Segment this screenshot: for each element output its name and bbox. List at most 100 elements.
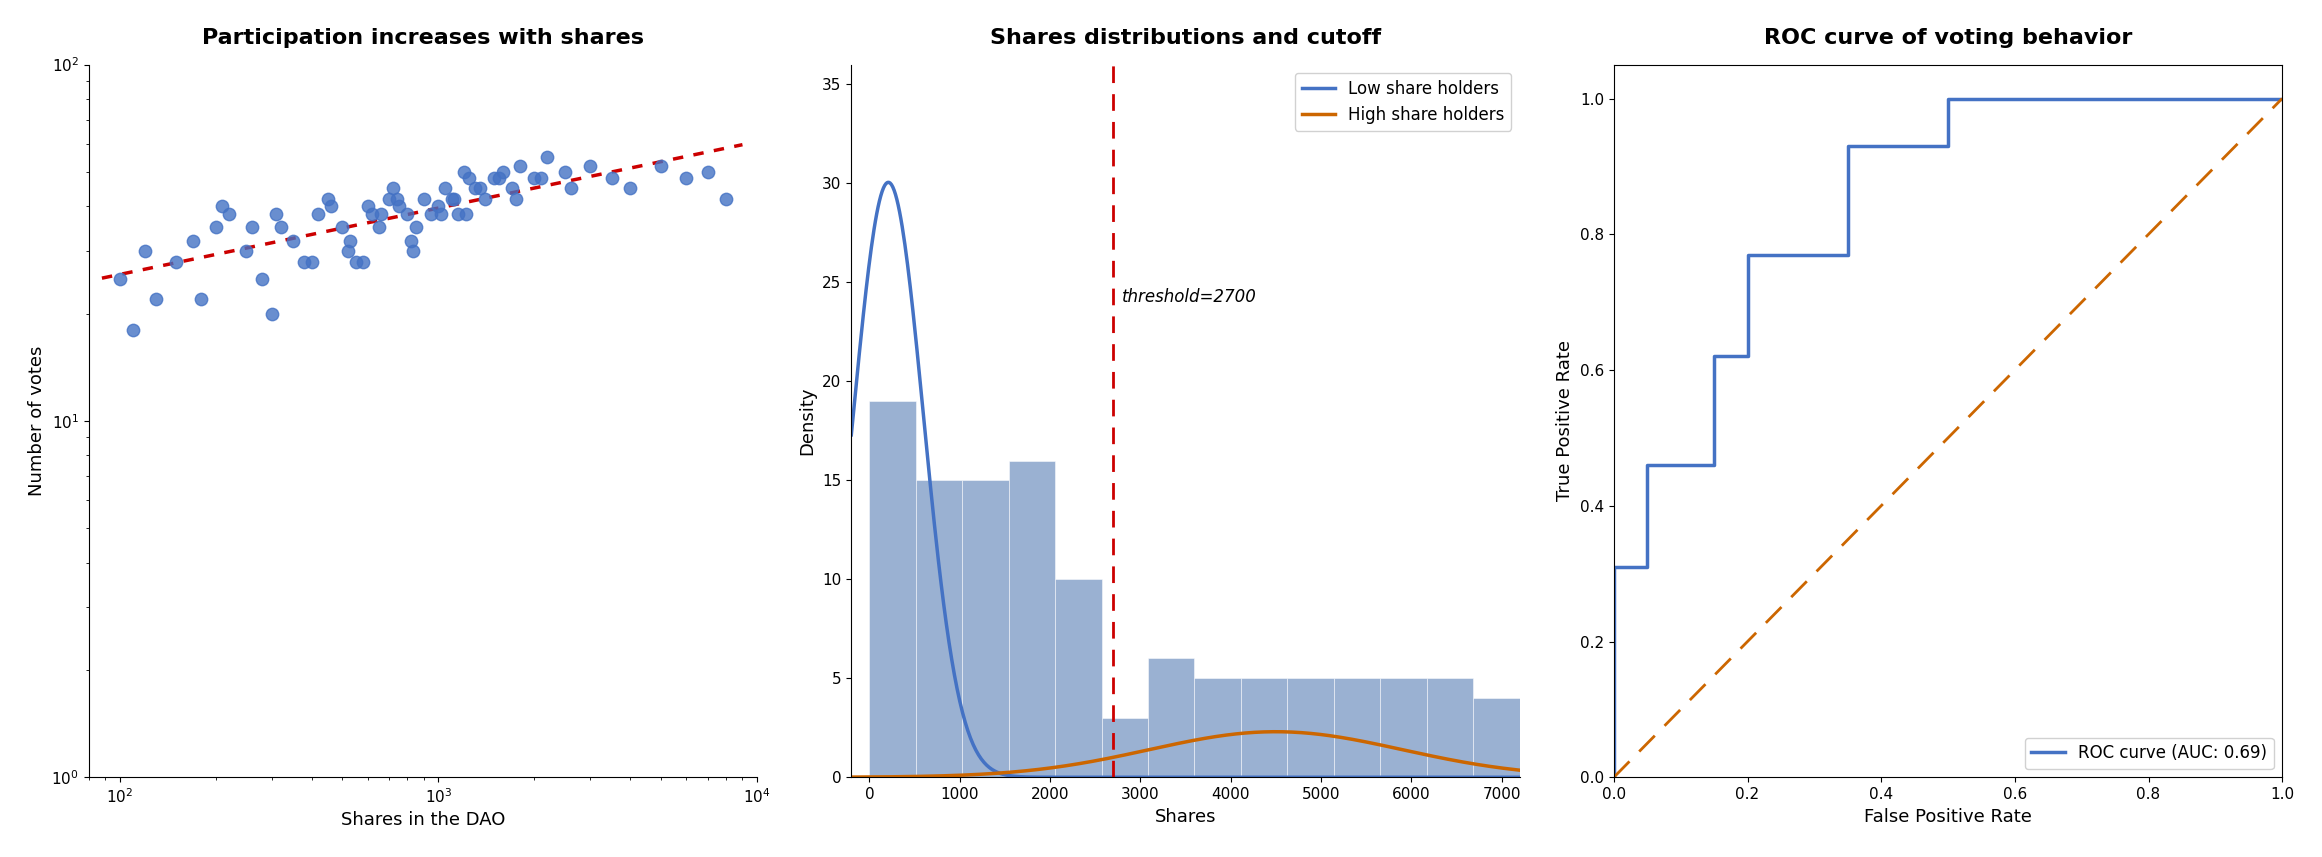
Point — [708, 192, 745, 206]
ROC curve (AUC: 0.69): (0, 0): 0.69): (0, 0) — [1600, 772, 1628, 782]
Point — [467, 192, 504, 206]
Point — [404, 192, 441, 206]
Point — [502, 159, 539, 172]
Point — [476, 171, 513, 185]
Point — [450, 171, 488, 185]
High share holders — [1505, 765, 1533, 776]
Point — [258, 207, 295, 221]
Point — [462, 182, 499, 195]
Point — [158, 255, 195, 268]
Low share holders — [875, 177, 903, 188]
Bar — [1240, 678, 1286, 777]
ROC curve (AUC: 0.69): (0.65, 1): 0.69): (0.65, 1) — [2034, 93, 2062, 104]
X-axis label: Shares: Shares — [1154, 807, 1217, 825]
Bar — [1286, 678, 1333, 777]
ROC curve (AUC: 0.69): (0.2, 0.62): 0.69): (0.2, 0.62) — [1735, 351, 1762, 362]
Point — [253, 307, 290, 321]
Point — [437, 192, 474, 206]
Point — [137, 292, 174, 306]
Line: Low share holders: Low share holders — [852, 183, 1519, 777]
Point — [309, 192, 346, 206]
Point — [669, 171, 706, 185]
Point — [228, 244, 265, 258]
Point — [330, 244, 367, 258]
Point — [374, 182, 411, 195]
High share holders — [1154, 740, 1182, 751]
Point — [481, 171, 518, 185]
ROC curve (AUC: 0.69): (0.05, 0.46): 0.69): (0.05, 0.46) — [1632, 460, 1660, 470]
High share holders — [838, 772, 866, 782]
Bar — [915, 480, 961, 777]
Line: High share holders: High share holders — [852, 732, 1519, 777]
Legend: ROC curve (AUC: 0.69): ROC curve (AUC: 0.69) — [2025, 738, 2273, 769]
Point — [388, 207, 425, 221]
Y-axis label: Density: Density — [799, 387, 817, 455]
Point — [546, 165, 583, 179]
Low share holders — [1161, 772, 1189, 782]
ROC curve (AUC: 0.69): (0.15, 0.62): 0.69): (0.15, 0.62) — [1700, 351, 1728, 362]
Legend: Low share holders, High share holders: Low share holders, High share holders — [1296, 73, 1512, 130]
Point — [492, 182, 529, 195]
Point — [125, 244, 163, 258]
Point — [432, 192, 469, 206]
Point — [274, 234, 311, 248]
Point — [455, 182, 492, 195]
Point — [262, 220, 300, 234]
ROC curve (AUC: 0.69): (0.15, 0.46): 0.69): (0.15, 0.46) — [1700, 460, 1728, 470]
Point — [423, 207, 460, 221]
High share holders — [1491, 764, 1519, 774]
Bar — [868, 401, 915, 777]
ROC curve (AUC: 0.69): (0.5, 0.93): 0.69): (0.5, 0.93) — [1934, 141, 1962, 151]
ROC curve (AUC: 0.69): (0.35, 0.93): 0.69): (0.35, 0.93) — [1834, 141, 1862, 151]
Point — [362, 207, 399, 221]
Point — [392, 234, 430, 248]
High share holders — [1235, 728, 1263, 738]
Point — [611, 182, 648, 195]
Point — [448, 207, 485, 221]
Y-axis label: True Positive Rate: True Positive Rate — [1556, 340, 1574, 501]
Point — [485, 165, 522, 179]
ROC curve (AUC: 0.69): (0, 0): 0.69): (0, 0) — [1600, 772, 1628, 782]
Point — [427, 182, 464, 195]
Title: Participation increases with shares: Participation increases with shares — [202, 27, 643, 48]
High share holders — [1198, 732, 1226, 742]
Point — [413, 207, 450, 221]
Low share holders — [1156, 772, 1184, 782]
Point — [348, 200, 385, 213]
Bar — [1008, 460, 1054, 777]
ROC curve (AUC: 0.69): (0, 0.31): 0.69): (0, 0.31) — [1600, 561, 1628, 572]
X-axis label: False Positive Rate: False Positive Rate — [1865, 807, 2032, 825]
Bar — [961, 480, 1008, 777]
Point — [397, 220, 434, 234]
Low share holders — [1505, 772, 1533, 782]
Point — [197, 220, 235, 234]
ROC curve (AUC: 0.69): (0.5, 1): 0.69): (0.5, 1) — [1934, 93, 1962, 104]
Point — [232, 220, 269, 234]
Point — [114, 323, 151, 337]
Point — [323, 220, 360, 234]
Point — [529, 150, 567, 164]
Point — [211, 207, 248, 221]
Point — [300, 207, 337, 221]
ROC curve (AUC: 0.69): (0.65, 1): 0.69): (0.65, 1) — [2034, 93, 2062, 104]
ROC curve (AUC: 0.69): (1, 1): 0.69): (1, 1) — [2269, 93, 2296, 104]
Point — [439, 207, 476, 221]
Point — [311, 200, 348, 213]
Point — [515, 171, 553, 185]
Point — [643, 159, 680, 172]
Low share holders — [1491, 772, 1519, 782]
Point — [360, 220, 397, 234]
Line: ROC curve (AUC: 0.69): ROC curve (AUC: 0.69) — [1614, 99, 2283, 777]
Bar — [1333, 678, 1379, 777]
Bar — [1379, 678, 1426, 777]
High share holders — [1261, 727, 1289, 737]
Point — [571, 159, 608, 172]
Point — [497, 192, 534, 206]
Point — [344, 255, 381, 268]
Y-axis label: Number of votes: Number of votes — [28, 345, 46, 496]
Point — [204, 200, 241, 213]
High share holders — [1386, 744, 1414, 754]
ROC curve (AUC: 0.69): (0.62, 1): 0.69): (0.62, 1) — [2013, 93, 2041, 104]
Bar — [1426, 678, 1472, 777]
Point — [372, 192, 409, 206]
